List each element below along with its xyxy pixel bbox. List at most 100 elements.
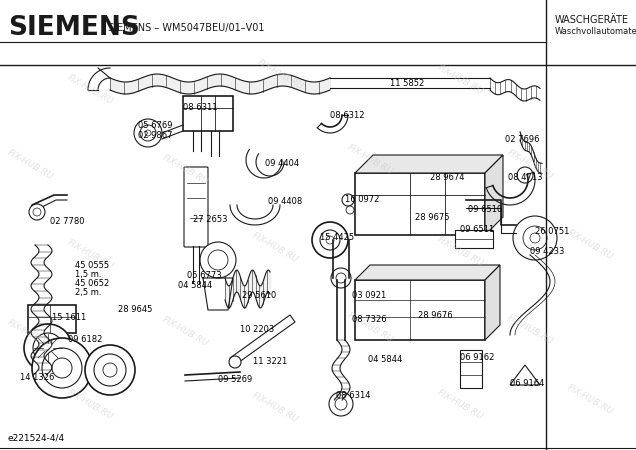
- Circle shape: [33, 333, 63, 363]
- Text: FIX-HUB.RU: FIX-HUB.RU: [345, 143, 394, 177]
- Circle shape: [134, 119, 162, 147]
- Circle shape: [200, 242, 236, 278]
- Text: 28 9674: 28 9674: [430, 174, 464, 183]
- Circle shape: [42, 348, 82, 388]
- Text: 14 1326: 14 1326: [20, 374, 54, 382]
- Text: FIX-HUB.RU: FIX-HUB.RU: [256, 58, 305, 92]
- Text: 28 9676: 28 9676: [418, 310, 453, 320]
- Circle shape: [517, 167, 533, 183]
- Text: 2,5 m.: 2,5 m.: [75, 288, 102, 297]
- Text: 27 2653: 27 2653: [193, 216, 228, 225]
- Text: FIX-HUB.RU: FIX-HUB.RU: [565, 383, 614, 417]
- Text: 09 6511: 09 6511: [460, 225, 494, 234]
- Text: FIX-HUB.RU: FIX-HUB.RU: [506, 313, 555, 347]
- Polygon shape: [230, 315, 295, 365]
- Text: 29 5610: 29 5610: [242, 291, 276, 300]
- Circle shape: [331, 268, 351, 288]
- Bar: [455, 230, 493, 248]
- Text: 05 6773: 05 6773: [187, 270, 221, 279]
- Text: FIX-HUB.RU: FIX-HUB.RU: [160, 153, 209, 187]
- Circle shape: [530, 233, 540, 243]
- Circle shape: [94, 354, 126, 386]
- Text: 16 0972: 16 0972: [345, 195, 380, 204]
- Text: 1,5 m.: 1,5 m.: [75, 270, 102, 279]
- Text: 03 0921: 03 0921: [352, 292, 386, 301]
- Text: 15 4425: 15 4425: [320, 234, 354, 243]
- FancyBboxPatch shape: [184, 167, 208, 247]
- Circle shape: [326, 236, 334, 244]
- Text: FIX-HUB.RU: FIX-HUB.RU: [66, 388, 114, 422]
- Circle shape: [140, 125, 156, 141]
- Text: SIEMENS – WM5047BEU/01–V01: SIEMENS – WM5047BEU/01–V01: [108, 23, 265, 33]
- Circle shape: [24, 324, 72, 372]
- Circle shape: [229, 356, 241, 368]
- Text: 09 4233: 09 4233: [530, 248, 564, 256]
- Text: FIX-HUB.RU: FIX-HUB.RU: [345, 311, 394, 345]
- Text: FIX-HUB.RU: FIX-HUB.RU: [66, 73, 114, 107]
- Text: 04 5844: 04 5844: [178, 280, 212, 289]
- Bar: [183, 96, 233, 131]
- Circle shape: [145, 130, 151, 136]
- Text: 09 4408: 09 4408: [268, 198, 302, 207]
- Circle shape: [29, 204, 45, 220]
- Circle shape: [52, 358, 72, 378]
- Text: Waschvollautomaten: Waschvollautomaten: [555, 27, 636, 36]
- Text: 45 0652: 45 0652: [75, 279, 109, 288]
- Text: 11 5852: 11 5852: [390, 78, 424, 87]
- Polygon shape: [485, 155, 503, 235]
- Text: e221524-4/4: e221524-4/4: [8, 433, 65, 442]
- Circle shape: [336, 273, 346, 283]
- Text: 26 0751: 26 0751: [535, 228, 569, 237]
- Text: 02 7780: 02 7780: [50, 217, 85, 226]
- Text: FIX-HUB.RU: FIX-HUB.RU: [160, 315, 209, 349]
- Text: 09 5269: 09 5269: [218, 375, 252, 384]
- Text: 06 9164: 06 9164: [510, 378, 544, 387]
- Circle shape: [523, 226, 547, 250]
- Text: 08 6314: 08 6314: [336, 391, 371, 400]
- Text: 08 4713: 08 4713: [508, 174, 543, 183]
- Circle shape: [329, 392, 353, 416]
- Text: 09 6510: 09 6510: [468, 206, 502, 215]
- Polygon shape: [485, 265, 500, 340]
- Circle shape: [342, 194, 354, 206]
- Circle shape: [513, 216, 557, 260]
- Text: FIX-HUB.RU: FIX-HUB.RU: [251, 391, 300, 425]
- Text: FIX-HUB.RU: FIX-HUB.RU: [436, 235, 485, 269]
- Text: 05 6769: 05 6769: [138, 122, 172, 130]
- Bar: [355, 280, 485, 340]
- Text: 08 6311: 08 6311: [183, 103, 218, 112]
- Text: 08 6312: 08 6312: [330, 111, 364, 120]
- Bar: [28, 305, 76, 333]
- Circle shape: [346, 206, 354, 214]
- Text: 02 9867: 02 9867: [138, 130, 172, 140]
- Text: 04 5844: 04 5844: [368, 356, 402, 364]
- Text: 02 7696: 02 7696: [505, 135, 539, 144]
- Text: 09 4404: 09 4404: [265, 158, 299, 167]
- Polygon shape: [355, 155, 503, 173]
- Text: 28 9645: 28 9645: [118, 306, 153, 315]
- Bar: [460, 350, 482, 388]
- Polygon shape: [355, 265, 500, 280]
- Circle shape: [335, 398, 347, 410]
- Text: 09 6182: 09 6182: [68, 336, 102, 345]
- Circle shape: [320, 230, 340, 250]
- Polygon shape: [510, 365, 540, 385]
- Circle shape: [85, 345, 135, 395]
- Text: WASCHGERÄTE: WASCHGERÄTE: [555, 15, 629, 25]
- Text: FIX-HUB.RU: FIX-HUB.RU: [436, 63, 485, 97]
- Text: FIX-HUB.RU: FIX-HUB.RU: [436, 388, 485, 422]
- Text: 06 9162: 06 9162: [460, 354, 494, 363]
- Text: FIX-HUB.RU: FIX-HUB.RU: [565, 228, 614, 262]
- Text: 11 3221: 11 3221: [253, 357, 287, 366]
- Circle shape: [103, 363, 117, 377]
- Circle shape: [33, 208, 41, 216]
- Text: FIX-HUB.RU: FIX-HUB.RU: [6, 318, 55, 352]
- Text: 45 0555: 45 0555: [75, 261, 109, 270]
- Circle shape: [32, 338, 92, 398]
- Text: FIX-HUB.RU: FIX-HUB.RU: [251, 231, 300, 265]
- Text: 10 2203: 10 2203: [240, 325, 274, 334]
- Text: 15 1611: 15 1611: [52, 314, 86, 323]
- Text: FIX-HUB.RU: FIX-HUB.RU: [66, 238, 114, 272]
- Circle shape: [208, 250, 228, 270]
- Bar: [355, 173, 485, 235]
